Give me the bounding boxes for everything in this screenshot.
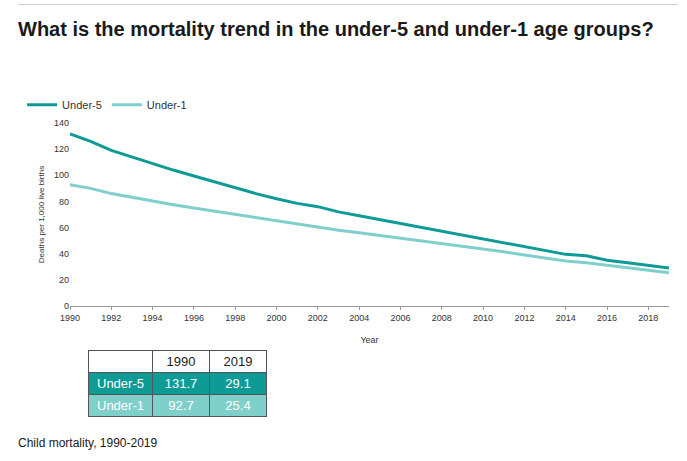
svg-text:1990: 1990 — [60, 313, 80, 323]
html-text:1990: 1990 — [166, 354, 196, 369]
svg-text:2014: 2014 — [556, 313, 576, 323]
svg-text:0: 0 — [64, 301, 69, 311]
svg-text:2008: 2008 — [432, 313, 452, 323]
svg-text:80: 80 — [59, 197, 69, 207]
svg-text:2004: 2004 — [349, 313, 369, 323]
html-text:92.7: 92.7 — [168, 398, 194, 413]
svg-text:40: 40 — [59, 249, 69, 259]
html-text:Under-1: Under-1 — [97, 398, 144, 413]
svg-text:100: 100 — [54, 170, 69, 180]
svg-text:140: 140 — [54, 118, 69, 128]
svg-text:Year: Year — [360, 335, 378, 345]
html-text:25.4: 25.4 — [225, 398, 251, 413]
svg-text:Under-5: Under-5 — [62, 99, 102, 111]
svg-text:20: 20 — [59, 275, 69, 285]
svg-text:2000: 2000 — [267, 313, 287, 323]
html-text:Under-5: Under-5 — [97, 376, 144, 391]
html-text:29.1: 29.1 — [225, 376, 251, 391]
svg-text:2016: 2016 — [597, 313, 617, 323]
svg-text:Deaths per 1,000 live births: Deaths per 1,000 live births — [37, 166, 46, 263]
svg-text:1992: 1992 — [101, 313, 121, 323]
svg-text:2018: 2018 — [638, 313, 658, 323]
svg-text:2012: 2012 — [514, 313, 534, 323]
html-text:131.7: 131.7 — [164, 376, 198, 391]
html-text:What is the mortality trend in: What is the mortality trend in the under… — [18, 18, 654, 40]
svg-text:1994: 1994 — [143, 313, 163, 323]
svg-text:Under-1: Under-1 — [147, 99, 187, 111]
svg-text:2010: 2010 — [473, 313, 493, 323]
html-text:2019: 2019 — [223, 354, 253, 369]
svg-text:1996: 1996 — [184, 313, 204, 323]
html-text:Child mortality, 1990-2019: Child mortality, 1990-2019 — [18, 436, 158, 450]
svg-text:120: 120 — [54, 144, 69, 154]
svg-text:2002: 2002 — [308, 313, 328, 323]
svg-text:2006: 2006 — [390, 313, 410, 323]
svg-text:1998: 1998 — [225, 313, 245, 323]
svg-text:60: 60 — [59, 223, 69, 233]
